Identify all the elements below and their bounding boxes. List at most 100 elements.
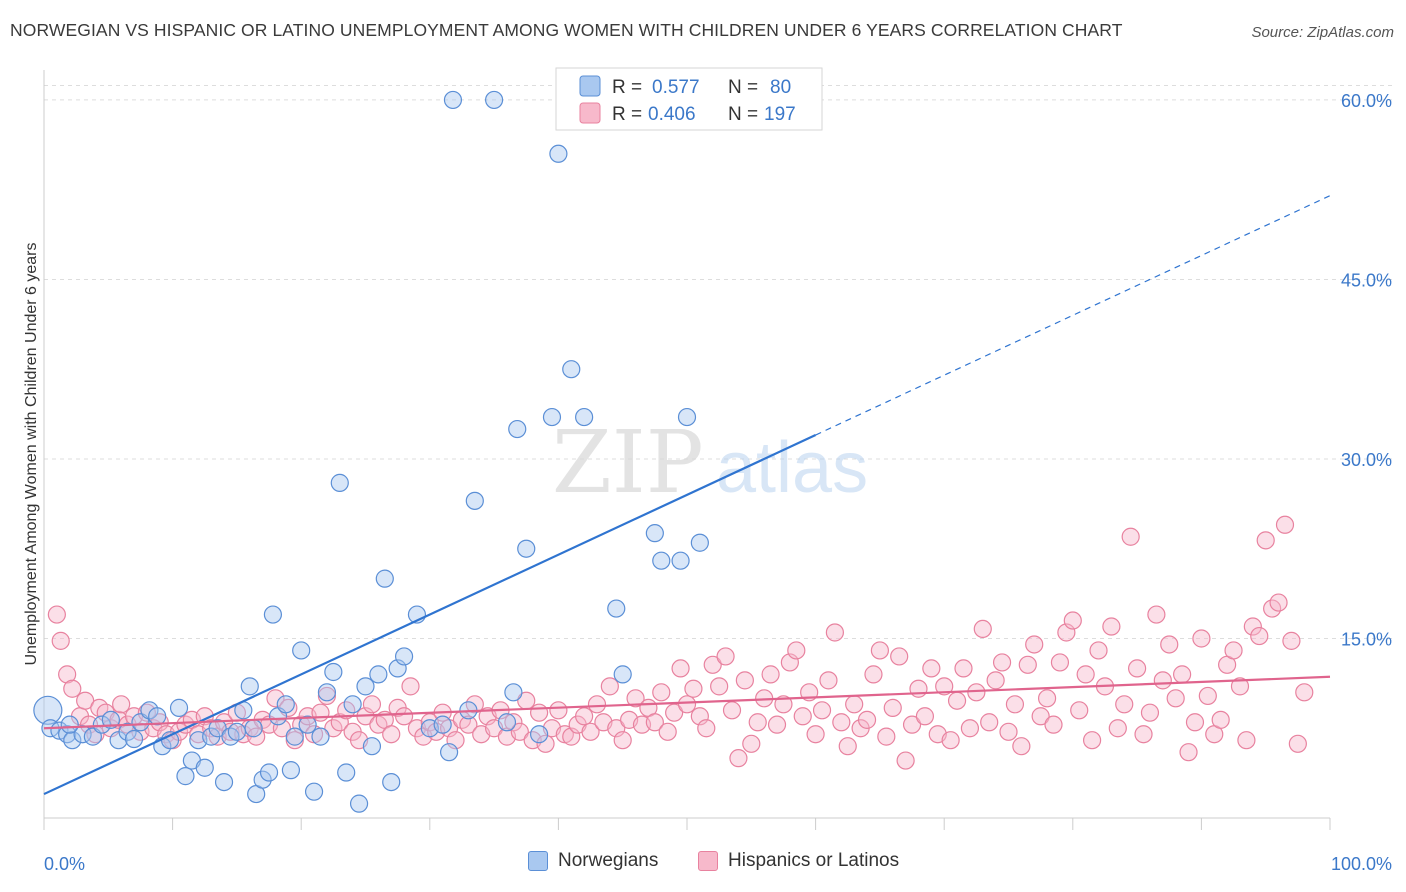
hispanics-point	[1076, 665, 1095, 684]
hispanics-point	[954, 659, 973, 678]
source-label: Source: ZipAtlas.com	[1251, 24, 1394, 41]
hispanics-point	[999, 722, 1018, 741]
legend-swatch-norwegians	[528, 851, 548, 871]
hispanics-point	[1237, 731, 1256, 750]
norwegians-point	[677, 407, 697, 427]
norwegians-n-value: 80	[770, 77, 791, 98]
hispanics-swatch	[579, 102, 601, 124]
norwegians-point	[530, 725, 549, 744]
hispanics-point	[986, 671, 1005, 690]
hispanics-point	[857, 710, 877, 729]
hispanics-point	[311, 703, 330, 722]
norwegians-point	[671, 551, 690, 570]
y-tick-label: 30.0%	[1341, 450, 1392, 470]
chart-title: NORWEGIAN VS HISPANIC OR LATINO UNEMPLOY…	[10, 20, 1123, 40]
hispanics-point	[401, 677, 420, 696]
norwegians-point	[292, 641, 311, 660]
hispanics-point	[1127, 659, 1147, 678]
norwegians-point	[63, 731, 82, 750]
hispanics-point	[722, 701, 742, 720]
norwegians-point	[690, 533, 709, 552]
norwegians-point	[356, 677, 375, 696]
norwegians-point	[240, 677, 259, 696]
legend-item-hispanics[interactable]: Hispanics or Latinos	[698, 850, 899, 872]
hispanics-trend-line	[43, 675, 1331, 730]
hispanics-r-value: 0.406	[648, 104, 696, 125]
hispanics-point	[112, 695, 131, 714]
hispanics-point	[935, 677, 954, 696]
norwegians-trend-extension	[815, 195, 1331, 436]
hispanics-point	[812, 701, 832, 720]
norwegians-point	[124, 729, 144, 749]
norwegians-point	[645, 524, 664, 543]
hispanics-point	[587, 695, 607, 714]
norwegians-point	[362, 737, 382, 756]
hispanics-n-label: N =	[728, 104, 758, 125]
hispanics-point	[549, 701, 568, 720]
hispanics-point	[761, 665, 780, 684]
norwegians-point	[443, 90, 463, 110]
hispanics-point	[960, 719, 980, 738]
hispanics-point	[967, 683, 986, 702]
norwegians-point	[169, 698, 189, 717]
hispanics-point	[716, 647, 735, 666]
hispanics-point	[1269, 593, 1288, 612]
norwegians-point	[465, 491, 484, 510]
hispanics-point	[645, 713, 664, 732]
norwegians-point	[311, 727, 330, 746]
hispanics-point	[1089, 641, 1108, 660]
norwegians-point	[613, 665, 632, 684]
trend-lines	[43, 195, 1331, 796]
hispanics-point	[575, 707, 594, 726]
tick-labels: 15.0% 30.0% 45.0% 60.0% 0.0% 100.0%	[44, 91, 1392, 874]
hispanics-point	[697, 719, 716, 738]
norwegians-point	[324, 662, 343, 682]
hispanics-point	[1230, 677, 1250, 696]
norwegians-point	[281, 761, 301, 780]
axes	[43, 70, 1331, 830]
hispanics-point	[581, 722, 600, 741]
watermark-zip: ZIP	[552, 413, 704, 513]
hispanics-r-label: R =	[612, 104, 642, 125]
hispanics-point	[735, 671, 754, 690]
hispanics-point	[1115, 695, 1134, 714]
hispanics-point	[1256, 531, 1275, 550]
hispanics-point	[877, 727, 896, 746]
hispanics-point	[1012, 737, 1031, 756]
hispanics-point	[382, 725, 401, 744]
norwegians-point	[349, 794, 369, 813]
hispanics-point	[1185, 713, 1205, 732]
hispanics-point	[819, 671, 838, 690]
hispanics-point	[992, 653, 1012, 672]
norwegians-point	[485, 90, 504, 110]
norwegians-point	[317, 683, 337, 702]
x-tick-label: 0.0%	[44, 854, 85, 874]
hispanics-point	[710, 677, 729, 696]
hispanics-point	[787, 641, 806, 660]
hispanics-point	[658, 722, 677, 741]
hispanics-point	[915, 707, 935, 726]
hispanics-point	[742, 734, 761, 753]
hispanics-point	[793, 707, 812, 726]
hispanics-point	[394, 707, 414, 726]
norwegians-point	[304, 782, 324, 801]
bottom-legend: Norwegians Hispanics or Latinos	[0, 850, 1406, 880]
hispanics-point	[1192, 629, 1211, 648]
norwegians-point	[369, 665, 388, 684]
stats-legend: R = 0.577 N = 80 R = 0.406 N = 197	[555, 67, 823, 131]
hispanics-point	[838, 737, 857, 756]
hispanics-point	[832, 713, 851, 732]
hispanics-point	[902, 715, 922, 734]
hispanics-point	[63, 679, 82, 698]
hispanics-point	[626, 689, 645, 708]
hispanics-point	[1025, 635, 1044, 654]
hispanics-point	[1211, 710, 1230, 729]
norwegians-point	[195, 758, 214, 777]
norwegians-point	[394, 647, 414, 666]
watermark-atlas: atlas	[716, 428, 868, 508]
legend-item-norwegians[interactable]: Norwegians	[528, 850, 658, 872]
norwegians-point	[285, 727, 304, 746]
norwegians-points	[33, 90, 709, 813]
x-tick-label: 100.0%	[1331, 854, 1392, 874]
